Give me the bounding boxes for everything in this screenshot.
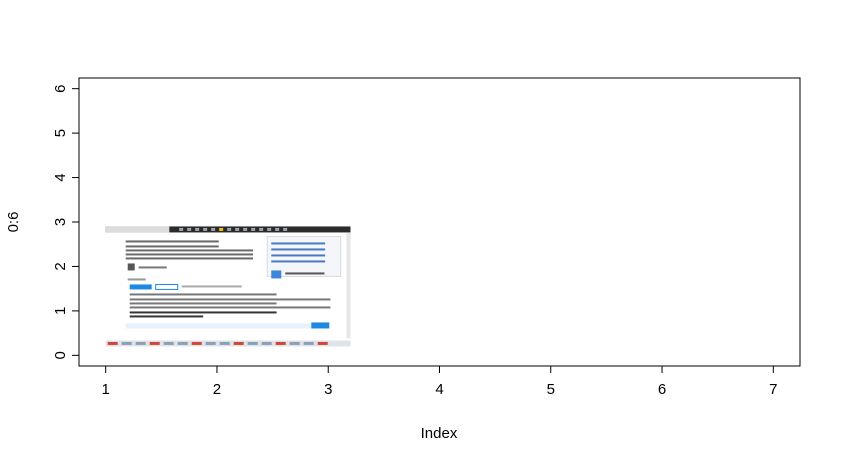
x-tick-label: 7 <box>769 381 777 398</box>
y-axis-title: 0:6 <box>5 212 22 233</box>
y-tick-label: 0 <box>52 351 69 359</box>
y-tick-label: 4 <box>52 173 69 181</box>
y-tick-label: 1 <box>52 307 69 315</box>
x-tick-label: 2 <box>213 381 221 398</box>
y-tick-label: 6 <box>52 84 69 92</box>
x-axis: 1 2 3 4 5 6 7 <box>102 365 777 398</box>
embedded-screenshot-image <box>105 226 351 347</box>
y-axis: 0 1 2 3 4 5 6 <box>52 84 80 360</box>
x-axis-title: Index <box>421 425 458 442</box>
y-tick-label: 2 <box>52 262 69 270</box>
x-tick-label: 6 <box>658 381 666 398</box>
x-tick-label: 1 <box>102 381 110 398</box>
x-tick-label: 3 <box>324 381 332 398</box>
y-tick-label: 3 <box>52 218 69 226</box>
x-tick-label: 5 <box>547 381 555 398</box>
x-tick-label: 4 <box>435 381 443 398</box>
y-tick-label: 5 <box>52 129 69 137</box>
